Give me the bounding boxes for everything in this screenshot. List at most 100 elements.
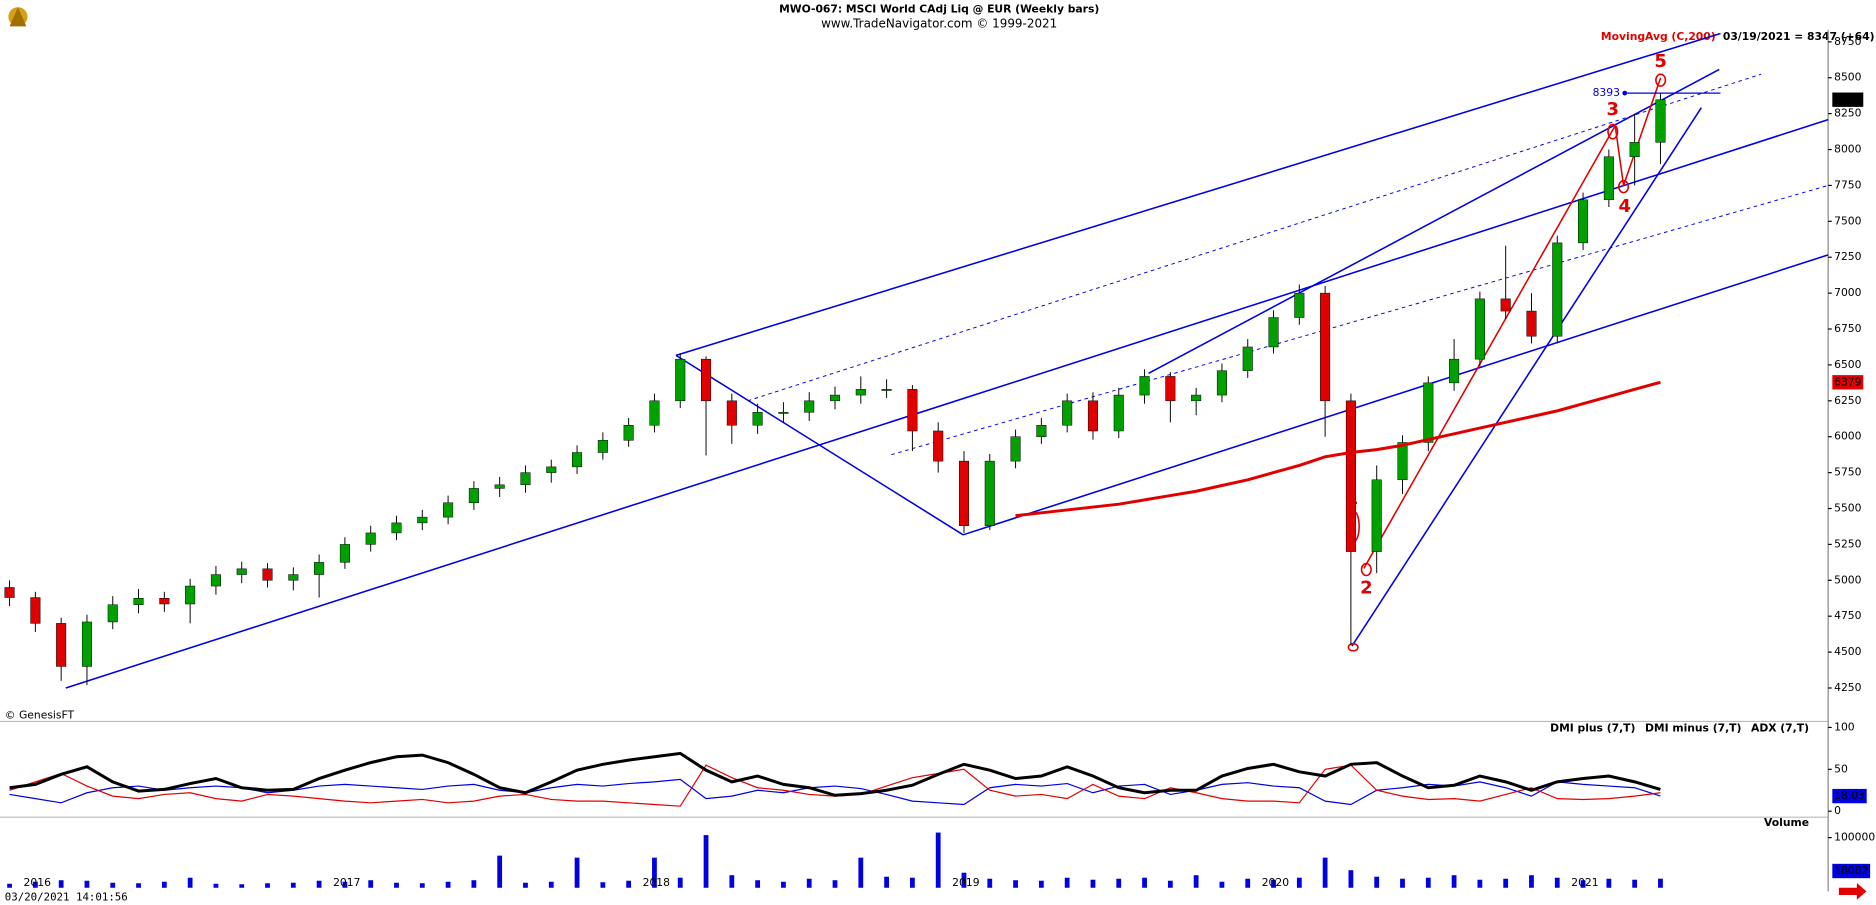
volume-bar — [1580, 880, 1586, 888]
candle-body — [701, 358, 712, 402]
volume-bar — [239, 884, 245, 888]
x-tick-label: 2020 — [1262, 876, 1290, 889]
copyright: © GenesisFT — [5, 708, 75, 721]
candle-body — [881, 389, 892, 391]
x-tick-label: 2017 — [333, 876, 360, 889]
candle-body — [365, 532, 376, 545]
timestamp: 03/20/2021 14:01:56 — [5, 890, 128, 903]
volume-bar — [419, 883, 425, 888]
volume-bar — [1245, 878, 1251, 888]
pitchfork-handle — [675, 354, 964, 536]
volume-bar — [1632, 879, 1638, 888]
volume-bar — [1400, 878, 1405, 888]
y-tick-label: 6250 — [1834, 394, 1862, 407]
volume-bar — [161, 881, 167, 888]
wave-label: 5 — [1654, 51, 1666, 72]
volume-bar — [729, 875, 735, 888]
candle-body — [56, 623, 67, 667]
y-tick-label: 50 — [1834, 762, 1848, 775]
volume-bar — [1167, 880, 1173, 888]
candle-body — [1320, 292, 1331, 402]
y-tick-label: 4750 — [1834, 609, 1862, 622]
volume-bar — [600, 882, 606, 888]
candle-body — [1165, 376, 1176, 402]
volume-bar — [1038, 880, 1044, 888]
wave-marker — [1607, 123, 1619, 140]
wave-label: 4 — [1619, 196, 1631, 217]
candle-body — [1552, 242, 1563, 337]
candle-body — [1423, 382, 1434, 443]
candle-body — [1010, 436, 1021, 462]
volume-bar — [755, 880, 761, 888]
scroll-arrow[interactable] — [1838, 882, 1867, 900]
candle-body — [107, 604, 118, 623]
volume-bar — [445, 881, 451, 888]
wave-marker — [1617, 179, 1630, 194]
volume-bar — [1348, 870, 1354, 888]
volume-bar — [84, 880, 90, 888]
candle-body — [726, 400, 737, 426]
candle-body — [778, 412, 789, 414]
y-tick-label: 4500 — [1834, 645, 1862, 658]
volume-bar — [1529, 875, 1534, 888]
x-tick-label: 2016 — [24, 876, 52, 889]
volume-bar — [548, 881, 554, 888]
candle-body — [133, 598, 144, 605]
candle-body — [185, 585, 196, 605]
candle-body — [1526, 310, 1537, 337]
volume-bar — [1142, 877, 1147, 888]
candle-body — [1500, 298, 1511, 312]
volume-bar — [471, 880, 477, 888]
volume-bar — [574, 857, 580, 888]
x-tick-label: 2021 — [1571, 876, 1598, 889]
volume-bar — [858, 857, 864, 888]
volume-bar — [961, 872, 967, 888]
wave-marker — [1360, 562, 1372, 577]
y-tick-label: 7500 — [1834, 214, 1862, 227]
channel-upper — [675, 32, 1721, 357]
last-volume: 18082 — [1834, 864, 1868, 877]
candle-body — [752, 412, 763, 426]
volume-bar — [884, 876, 889, 888]
y-tick-label: 6000 — [1834, 430, 1862, 443]
volume-bar — [806, 878, 812, 888]
volume-bar — [1193, 875, 1199, 888]
candle-body — [4, 587, 15, 598]
wave-label: 3 — [1607, 99, 1619, 120]
candle-body — [1449, 358, 1460, 384]
candle-body — [933, 430, 944, 462]
candle-body — [159, 598, 170, 605]
candle-body — [623, 424, 634, 441]
volume-bar — [187, 877, 193, 888]
chart-title: MWO-067: MSCI World CAdj Liq @ EUR (Week… — [779, 3, 1099, 16]
last-volume-box — [1832, 863, 1871, 879]
volume-bar — [935, 832, 941, 888]
volume-bar — [523, 882, 528, 888]
candle-body — [1062, 400, 1073, 426]
wave-marker — [1655, 73, 1667, 87]
last-ma-box — [1832, 375, 1864, 390]
volume-bar — [910, 877, 915, 888]
y-tick-label: 100 — [1834, 720, 1855, 733]
candle-body — [210, 574, 221, 587]
x-tick-label: 2019 — [952, 876, 980, 889]
chart-subtitle: www.TradeNavigator.com © 1999-2021 — [821, 16, 1057, 30]
volume-bar — [368, 880, 374, 888]
volume-bar — [1322, 857, 1328, 888]
candle-body — [1191, 394, 1202, 402]
wedge-line — [1148, 68, 1720, 374]
volume-bar — [342, 881, 348, 888]
candle-body — [546, 466, 557, 473]
y-tick-label: 8000 — [1834, 143, 1862, 156]
candle-body — [984, 460, 995, 526]
wave-label: 2 — [1360, 578, 1372, 599]
candle-body — [1371, 479, 1382, 552]
volume-bar — [316, 880, 322, 888]
y-tick-label: 7250 — [1834, 250, 1862, 263]
candle-body — [1345, 400, 1356, 552]
volume-bar — [1554, 877, 1560, 888]
y-tick-label: 5750 — [1834, 466, 1862, 479]
candle-body — [520, 472, 531, 486]
dashed-median — [891, 184, 1829, 456]
y-tick-label: 6750 — [1834, 322, 1862, 335]
